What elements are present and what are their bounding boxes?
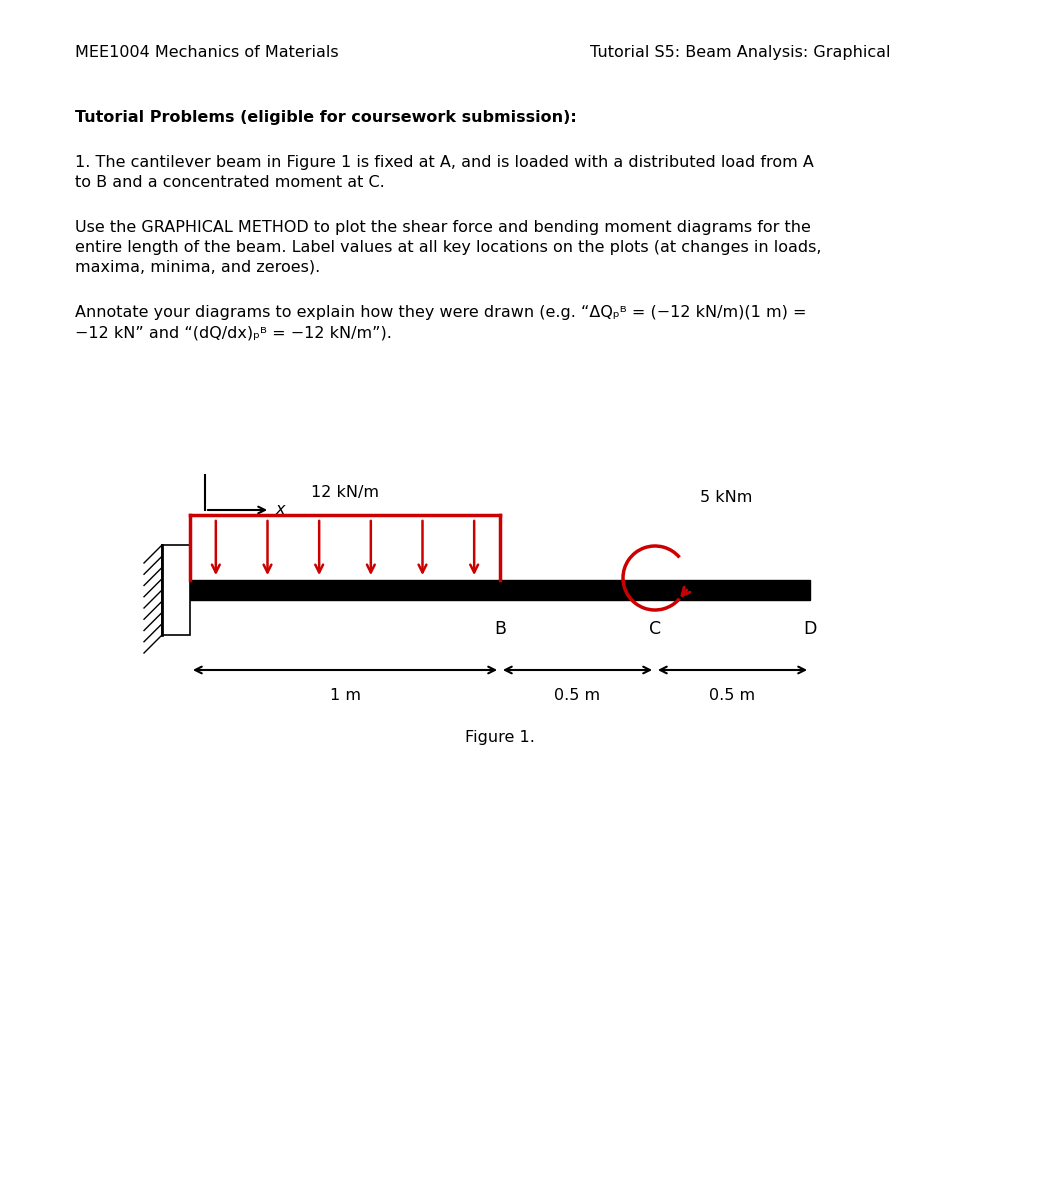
Bar — [162, 545, 190, 635]
Text: 0.5 m: 0.5 m — [555, 688, 600, 703]
Text: Use the GRAPHICAL METHOD to plot the shear force and bending moment diagrams for: Use the GRAPHICAL METHOD to plot the she… — [75, 220, 811, 235]
Text: x: x — [275, 503, 284, 517]
Text: 1. The cantilever beam in Figure 1 is fixed at A, and is loaded with a distribut: 1. The cantilever beam in Figure 1 is fi… — [75, 155, 814, 170]
Text: C: C — [649, 620, 661, 638]
Text: maxima, minima, and zeroes).: maxima, minima, and zeroes). — [75, 260, 320, 275]
Text: entire length of the beam. Label values at all key locations on the plots (at ch: entire length of the beam. Label values … — [75, 240, 821, 254]
Text: −12 kN” and “(dQ/dx)ₚᴮ = −12 kN/m”).: −12 kN” and “(dQ/dx)ₚᴮ = −12 kN/m”). — [75, 325, 392, 340]
Text: 12 kN/m: 12 kN/m — [311, 485, 379, 500]
Text: to B and a concentrated moment at C.: to B and a concentrated moment at C. — [75, 175, 384, 190]
Text: B: B — [494, 620, 506, 638]
Text: A: A — [173, 620, 185, 638]
Text: Tutorial Problems (eligible for coursework submission):: Tutorial Problems (eligible for coursewo… — [75, 110, 577, 125]
Text: 0.5 m: 0.5 m — [710, 688, 756, 703]
Text: Figure 1.: Figure 1. — [465, 730, 535, 745]
Text: 5 kNm: 5 kNm — [700, 490, 753, 505]
Text: D: D — [803, 620, 817, 638]
Text: Tutorial S5: Beam Analysis: Graphical: Tutorial S5: Beam Analysis: Graphical — [590, 44, 891, 60]
Bar — [190, 580, 810, 600]
Text: 1 m: 1 m — [330, 688, 360, 703]
Text: Annotate your diagrams to explain how they were drawn (e.g. “ΔQₚᴮ = (−12 kN/m)(1: Annotate your diagrams to explain how th… — [75, 305, 807, 320]
Text: MEE1004 Mechanics of Materials: MEE1004 Mechanics of Materials — [75, 44, 339, 60]
